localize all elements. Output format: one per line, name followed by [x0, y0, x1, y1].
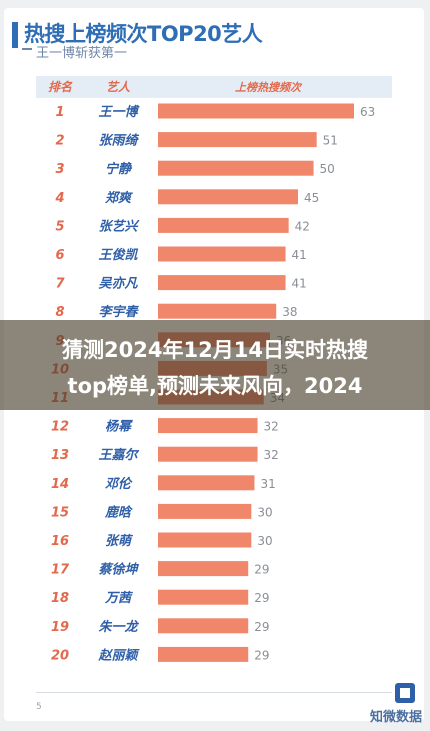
- rank-label: 4: [54, 191, 64, 206]
- artist-label: 杨幂: [105, 419, 133, 435]
- subtitle-dash: [22, 48, 32, 50]
- header-artist: 艺人: [106, 80, 131, 94]
- rank-label: 7: [55, 277, 65, 292]
- value-label: 32: [264, 420, 279, 434]
- bar: [158, 275, 286, 291]
- artist-label: 吴亦凡: [98, 276, 138, 292]
- value-label: 31: [260, 477, 275, 491]
- rank-label: 1: [55, 105, 64, 120]
- bar: [158, 189, 298, 205]
- value-label: 41: [292, 248, 307, 262]
- bar: [158, 246, 286, 262]
- value-label: 29: [254, 563, 269, 577]
- artist-label: 赵丽颖: [97, 647, 140, 663]
- watermark-logo-icon: [395, 683, 415, 703]
- value-label: 51: [323, 134, 338, 148]
- artist-label: 郑爽: [104, 190, 133, 206]
- chart-title: 热搜上榜频次TOP20艺人: [24, 22, 263, 46]
- bar: [158, 303, 277, 319]
- artist-label: 邓伦: [105, 476, 133, 492]
- value-label: 29: [254, 591, 269, 605]
- bar: [158, 589, 249, 605]
- headline-banner: 猜测2024年12月14日实时热搜 top榜单,预测未来风向，2024: [0, 320, 430, 410]
- artist-label: 李宇春: [98, 304, 139, 320]
- watermark-text: 知微数据: [369, 710, 422, 725]
- artist-label: 王嘉尔: [98, 447, 139, 463]
- bar: [158, 103, 354, 119]
- header-value: 上榜热搜频次: [235, 81, 303, 94]
- rank-label: 19: [51, 620, 69, 635]
- value-label: 41: [292, 277, 307, 291]
- rank-label: 18: [51, 591, 69, 606]
- rank-label: 16: [51, 534, 69, 549]
- header-rank: 排名: [48, 80, 73, 94]
- value-label: 30: [257, 505, 272, 519]
- value-label: 63: [360, 105, 375, 119]
- artist-label: 张萌: [105, 533, 134, 549]
- rank-label: 2: [55, 134, 64, 149]
- bar: [158, 132, 317, 148]
- bar: [158, 618, 249, 634]
- bar: [158, 503, 252, 519]
- artist-label: 万茜: [104, 590, 134, 606]
- rank-label: 12: [51, 420, 69, 435]
- rank-label: 20: [51, 648, 69, 663]
- bar: [158, 475, 255, 491]
- rank-label: 15: [51, 505, 69, 520]
- artist-label: 蔡徐坤: [98, 562, 139, 578]
- artist-label: 张雨绮: [98, 133, 139, 149]
- header-band: [36, 76, 392, 98]
- value-label: 32: [264, 448, 279, 462]
- bar: [158, 217, 289, 233]
- rank-label: 6: [55, 248, 64, 263]
- page-number: 5: [36, 702, 42, 712]
- bottom-rule: [36, 692, 392, 693]
- artist-label: 朱一龙: [98, 619, 139, 635]
- chart-subtitle: 王一博斩获第一: [36, 46, 128, 61]
- title-accent-bar: [12, 22, 18, 48]
- value-label: 42: [295, 219, 310, 233]
- rank-label: 5: [55, 219, 64, 234]
- artist-label: 宁静: [105, 161, 133, 177]
- artist-label: 王一博: [98, 104, 140, 120]
- banner-line-2: top榜单,预测未来风向，2024: [67, 374, 363, 398]
- rank-label: 17: [51, 563, 70, 578]
- bar: [158, 446, 258, 462]
- artist-label: 王俊凯: [98, 247, 138, 263]
- value-label: 38: [282, 305, 297, 319]
- rank-label: 14: [51, 477, 69, 492]
- value-label: 50: [320, 162, 335, 176]
- rank-label: 3: [55, 162, 64, 177]
- bar: [158, 532, 252, 548]
- banner-line-1: 猜测2024年12月14日实时热搜: [62, 338, 368, 362]
- value-label: 29: [254, 648, 269, 662]
- value-label: 29: [254, 620, 269, 634]
- bar: [158, 561, 249, 577]
- rank-label: 8: [55, 305, 64, 320]
- artist-label: 张艺兴: [98, 218, 140, 234]
- value-label: 30: [257, 534, 272, 548]
- bar: [158, 418, 258, 434]
- artist-label: 鹿晗: [104, 504, 133, 520]
- bar: [158, 646, 249, 662]
- bar: [158, 160, 314, 176]
- value-label: 45: [304, 191, 319, 205]
- rank-label: 13: [51, 448, 69, 463]
